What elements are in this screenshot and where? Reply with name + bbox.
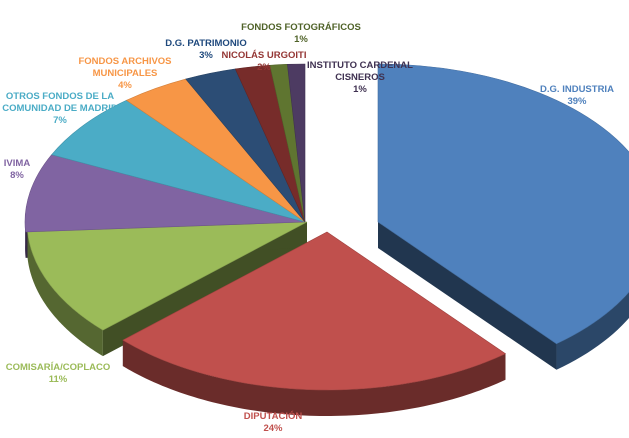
slice-name-4-0: OTROS FONDOS DE LA xyxy=(6,91,114,102)
slice-label-5: FONDOS ARCHIVOS MUNICIPALES 4% xyxy=(78,56,171,91)
slice-value-7: 2% xyxy=(257,62,271,73)
slice-name-0-0: D.G. INDUSTRIA xyxy=(540,84,614,95)
slice-value-1: 24% xyxy=(263,423,283,434)
slice-rim-0-0 xyxy=(556,291,629,370)
slice-value-4: 7% xyxy=(53,115,67,126)
slice-name-5-0: FONDOS ARCHIVOS xyxy=(78,56,171,67)
slice-labels: D.G. INDUSTRIA 39% DIPUTACIÓN 24% COMISARÍA/… xyxy=(2,22,614,434)
slice-name-1-0: DIPUTACIÓN xyxy=(244,410,303,422)
slice-wall-0-1 xyxy=(378,222,557,370)
slice-value-9: 1% xyxy=(353,84,367,95)
slice-value-0: 39% xyxy=(567,96,587,107)
slice-label-1: DIPUTACIÓN 24% xyxy=(244,410,303,434)
pie-slice-diputaci-n xyxy=(122,231,507,391)
slice-name-6-0: D.G. PATRIMONIO xyxy=(165,38,246,49)
slice-name-7-0: NICOLÁS URGOITI xyxy=(222,50,307,61)
slice-rim-2-0 xyxy=(27,231,103,357)
slice-label-8: FONDOS FOTOGRÁFICOS 1% xyxy=(241,22,361,45)
slice-rim-1-0 xyxy=(122,340,506,416)
slice-name-9-1: CISNEROS xyxy=(335,72,385,83)
pie-slice-otros-fondos-de-la-comunidad-de-madrid xyxy=(51,99,306,223)
pie-tops xyxy=(24,63,629,391)
slice-value-6: 3% xyxy=(199,50,213,61)
slice-label-2: COMISARÍA/COPLACO 11% xyxy=(6,362,111,385)
slice-label-0: D.G. INDUSTRIA 39% xyxy=(540,84,614,107)
slice-name-3-0: IVIMA xyxy=(4,158,31,169)
pie-slice-instituto-cardenal-cisneros xyxy=(287,63,306,223)
slice-label-9: INSTITUTO CARDENAL CISNEROS 1% xyxy=(307,60,413,95)
pie-slice-d-g-industria xyxy=(377,63,629,345)
slice-name-9-0: INSTITUTO CARDENAL xyxy=(307,60,413,71)
slice-value-3: 8% xyxy=(10,170,24,181)
slice-name-4-1: COMUNIDAD DE MADRID xyxy=(2,103,118,114)
slice-label-7: NICOLÁS URGOITI 2% xyxy=(222,50,307,73)
slice-label-3: IVIMA 8% xyxy=(4,158,31,181)
slice-value-2: 11% xyxy=(49,374,68,385)
slice-value-8: 1% xyxy=(294,34,308,45)
slice-name-5-1: MUNICIPALES xyxy=(93,68,158,79)
slice-name-8-0: FONDOS FOTOGRÁFICOS xyxy=(241,22,361,33)
slice-name-2-0: COMISARÍA/COPLACO xyxy=(6,362,111,373)
slice-value-5: 4% xyxy=(118,80,132,91)
slice-label-6: D.G. PATRIMONIO 3% xyxy=(165,38,246,61)
slice-wall-2-0 xyxy=(102,222,307,357)
pie-slice-ivima xyxy=(24,154,306,233)
slice-label-4: OTROS FONDOS DE LA COMUNIDAD DE MADRID 7% xyxy=(2,91,118,126)
pie-slice-comisar-a-coplaco xyxy=(27,221,308,331)
